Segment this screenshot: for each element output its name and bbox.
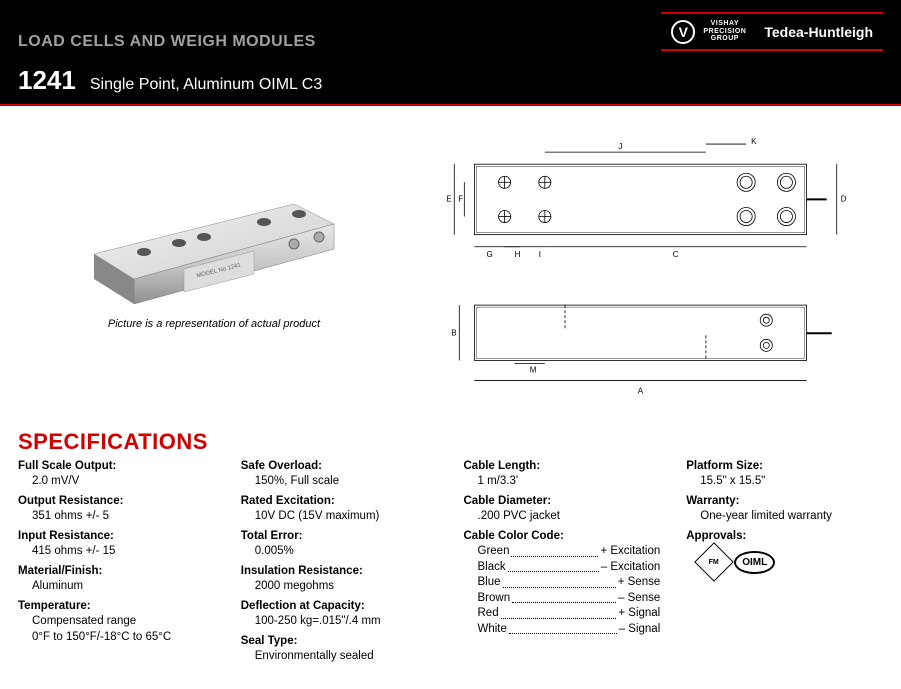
color-name: Blue: [478, 575, 501, 591]
spec-value: 415 ohms +/- 15: [18, 544, 215, 560]
specs-grid: Full Scale Output:2.0 mV/V Output Resista…: [0, 459, 901, 689]
model-description: Single Point, Aluminum OIML C3: [90, 76, 322, 94]
color-signal: + Signal: [618, 606, 660, 622]
spec-label: Insulation Resistance:: [241, 564, 438, 580]
spec-value: One-year limited warranty: [686, 509, 883, 525]
spec-item: Warranty:One-year limited warranty: [686, 494, 883, 525]
spec-value: 0°F to 150°F/-18°C to 65°C: [18, 630, 215, 646]
spec-label: Rated Excitation:: [241, 494, 438, 510]
spec-item: Cable Diameter:.200 PVC jacket: [464, 494, 661, 525]
spec-label: Platform Size:: [686, 459, 883, 475]
fm-approval-icon: FM: [694, 543, 734, 583]
spec-item: Platform Size:15.5" x 15.5": [686, 459, 883, 490]
dimensional-drawing: J K E F D G I H C: [414, 134, 877, 411]
color-name: Red: [478, 606, 499, 622]
svg-text:I: I: [539, 250, 541, 259]
color-signal: + Excitation: [600, 544, 660, 560]
brand-block: V VISHAY PRECISION GROUP Tedea-Huntleigh: [661, 12, 883, 51]
color-name: Green: [478, 544, 510, 560]
model-band: 1241 Single Point, Aluminum OIML C3: [0, 57, 901, 106]
spec-value: 351 ohms +/- 5: [18, 509, 215, 525]
color-code-row: White – Signal: [478, 622, 661, 638]
svg-text:E: E: [446, 194, 452, 203]
color-name: Black: [478, 560, 506, 576]
spec-item: Output Resistance:351 ohms +/- 5: [18, 494, 215, 525]
spec-item: Deflection at Capacity:100-250 kg=.015"/…: [241, 599, 438, 630]
spec-item: Approvals:: [686, 529, 883, 545]
spec-value: 150%, Full scale: [241, 474, 438, 490]
color-name: Brown: [478, 591, 511, 607]
spec-item: Safe Overload:150%, Full scale: [241, 459, 438, 490]
spec-item: Rated Excitation:10V DC (15V maximum): [241, 494, 438, 525]
spec-label: Seal Type:: [241, 634, 438, 650]
brand-name: Tedea-Huntleigh: [764, 24, 873, 40]
spec-label: Cable Color Code:: [464, 529, 661, 545]
color-signal: – Signal: [619, 622, 661, 638]
svg-text:G: G: [486, 250, 492, 259]
spec-value: Compensated range: [18, 614, 215, 630]
model-number: 1241: [18, 65, 76, 96]
spec-value: .200 PVC jacket: [464, 509, 661, 525]
cable-color-code: Cable Color Code:Green + Excitation Black –…: [464, 529, 661, 638]
spec-label: Temperature:: [18, 599, 215, 615]
category-title: LOAD CELLS AND WEIGH MODULES: [18, 33, 316, 51]
color-code-row: Black – Excitation: [478, 560, 661, 576]
vishay-logo: V VISHAY PRECISION GROUP: [671, 18, 750, 45]
vishay-logo-text: VISHAY PRECISION GROUP: [699, 18, 750, 45]
spec-label: Deflection at Capacity:: [241, 599, 438, 615]
spec-value: 2.0 mV/V: [18, 474, 215, 490]
spec-value: 0.005%: [241, 544, 438, 560]
svg-text:J: J: [618, 142, 622, 151]
approvals-icons: FMOIML: [686, 548, 883, 576]
spec-item: Temperature:Compensated range0°F to 150°…: [18, 599, 215, 646]
spec-label: Cable Length:: [464, 459, 661, 475]
color-name: White: [478, 622, 507, 638]
spec-item: Material/Finish:Aluminum: [18, 564, 215, 595]
svg-text:A: A: [638, 387, 644, 396]
color-signal: – Excitation: [601, 560, 660, 576]
spec-label: Total Error:: [241, 529, 438, 545]
spec-label: Material/Finish:: [18, 564, 215, 580]
color-code-row: Green + Excitation: [478, 544, 661, 560]
spec-label: Input Resistance:: [18, 529, 215, 545]
svg-text:B: B: [451, 328, 456, 337]
spec-label: Warranty:: [686, 494, 883, 510]
spec-value: 2000 megohms: [241, 579, 438, 595]
spec-label: Output Resistance:: [18, 494, 215, 510]
spec-value: 1 m/3.3': [464, 474, 661, 490]
color-signal: + Sense: [618, 575, 661, 591]
color-signal: – Sense: [618, 591, 660, 607]
svg-text:F: F: [458, 194, 463, 203]
color-code-row: Blue + Sense: [478, 575, 661, 591]
color-code-row: Red + Signal: [478, 606, 661, 622]
svg-text:D: D: [841, 194, 847, 203]
photo-caption: Picture is a representation of actual pr…: [24, 318, 404, 330]
spec-label: Cable Diameter:: [464, 494, 661, 510]
spec-value: Aluminum: [18, 579, 215, 595]
spec-value: 100-250 kg=.015"/.4 mm: [241, 614, 438, 630]
vishay-swoosh-icon: V: [671, 20, 695, 44]
svg-text:C: C: [673, 250, 679, 259]
spec-label: Safe Overload:: [241, 459, 438, 475]
spec-value: 10V DC (15V maximum): [241, 509, 438, 525]
spec-label: Approvals:: [686, 529, 883, 545]
product-photo: MODEL No 1241: [64, 134, 364, 314]
oiml-approval-icon: OIML: [734, 551, 775, 575]
spec-value: Environmentally sealed: [241, 649, 438, 665]
spec-item: Input Resistance:415 ohms +/- 15: [18, 529, 215, 560]
spec-label: Full Scale Output:: [18, 459, 215, 475]
svg-text:M: M: [530, 366, 537, 375]
spec-item: Insulation Resistance:2000 megohms: [241, 564, 438, 595]
spec-item: Seal Type:Environmentally sealed: [241, 634, 438, 665]
spec-item: Total Error:0.005%: [241, 529, 438, 560]
spec-item: Full Scale Output:2.0 mV/V: [18, 459, 215, 490]
svg-text:H: H: [515, 250, 521, 259]
color-code-row: Brown – Sense: [478, 591, 661, 607]
spec-value: 15.5" x 15.5": [686, 474, 883, 490]
svg-text:K: K: [751, 137, 757, 146]
specs-heading: SPECIFICATIONS: [0, 421, 901, 459]
spec-item: Cable Length:1 m/3.3': [464, 459, 661, 490]
